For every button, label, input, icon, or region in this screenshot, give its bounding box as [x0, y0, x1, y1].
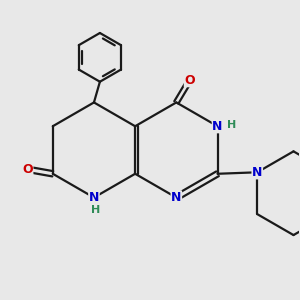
- Text: N: N: [89, 191, 99, 204]
- Text: O: O: [22, 163, 33, 176]
- Text: N: N: [252, 166, 262, 179]
- Text: H: H: [91, 205, 100, 215]
- Text: N: N: [171, 191, 181, 204]
- Text: H: H: [227, 120, 236, 130]
- Text: O: O: [184, 74, 195, 87]
- Text: N: N: [212, 120, 223, 133]
